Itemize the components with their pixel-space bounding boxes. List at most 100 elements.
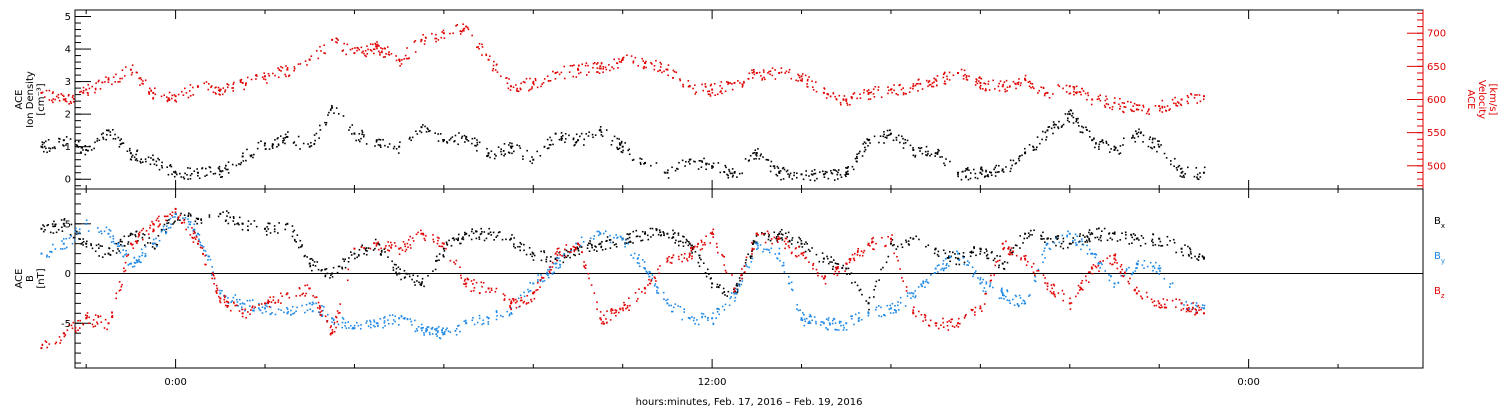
data-point xyxy=(571,65,574,67)
data-point xyxy=(688,317,691,320)
data-point xyxy=(353,252,356,255)
y-tick-label: 0 xyxy=(65,175,71,186)
data-point xyxy=(723,291,725,293)
data-point xyxy=(712,323,715,325)
data-point xyxy=(853,323,855,326)
data-point xyxy=(401,59,403,61)
data-point xyxy=(989,280,992,282)
data-point xyxy=(624,303,626,306)
data-point xyxy=(600,246,603,249)
data-point xyxy=(177,216,180,218)
data-point xyxy=(834,169,836,171)
data-point xyxy=(309,265,312,267)
data-point xyxy=(1099,99,1102,102)
data-point xyxy=(1187,253,1190,256)
data-point xyxy=(226,306,229,308)
data-point xyxy=(899,302,902,304)
data-point xyxy=(492,67,495,70)
data-point xyxy=(797,73,799,76)
data-point xyxy=(436,335,438,337)
data-point xyxy=(508,314,511,317)
data-point xyxy=(972,168,975,171)
data-point xyxy=(140,162,142,164)
data-point xyxy=(806,242,809,245)
data-point xyxy=(1157,140,1159,142)
data-point xyxy=(41,146,44,149)
data-point xyxy=(1069,308,1072,310)
data-point xyxy=(267,299,270,302)
data-point xyxy=(572,75,575,78)
data-point xyxy=(1075,92,1078,95)
data-point xyxy=(360,324,362,326)
data-point xyxy=(93,147,95,150)
data-point xyxy=(473,323,476,326)
data-point xyxy=(768,249,770,251)
data-point xyxy=(517,90,520,93)
data-point xyxy=(737,80,739,82)
data-point xyxy=(1053,293,1056,296)
data-point xyxy=(850,315,852,318)
data-point xyxy=(1098,143,1101,146)
data-point xyxy=(589,237,592,240)
data-point xyxy=(709,242,712,244)
data-point xyxy=(465,321,467,324)
data-point xyxy=(325,267,328,270)
data-point xyxy=(201,244,203,247)
data-point xyxy=(393,242,396,244)
data-point xyxy=(581,63,584,66)
data-point xyxy=(867,89,870,91)
data-point xyxy=(856,153,858,156)
data-point xyxy=(783,168,786,171)
data-point xyxy=(200,219,202,221)
data-point xyxy=(555,266,557,269)
data-point xyxy=(985,170,987,173)
data-point xyxy=(163,229,166,231)
data-point xyxy=(659,231,661,233)
data-point xyxy=(204,250,207,252)
data-point xyxy=(1149,136,1152,139)
data-point xyxy=(775,237,777,240)
data-point xyxy=(310,141,312,144)
data-point xyxy=(1046,282,1049,285)
data-point xyxy=(441,330,443,332)
data-point xyxy=(905,286,908,288)
data-point xyxy=(811,174,814,176)
data-point xyxy=(548,270,551,273)
data-point xyxy=(375,242,378,245)
data-point xyxy=(504,294,506,297)
data-point xyxy=(1047,126,1050,129)
data-point xyxy=(154,242,156,245)
data-point xyxy=(107,77,110,79)
data-point xyxy=(107,81,110,84)
data-point xyxy=(174,207,177,210)
data-point xyxy=(1175,104,1177,107)
data-point xyxy=(626,305,629,307)
data-point xyxy=(1052,283,1055,286)
data-point xyxy=(570,248,573,251)
data-point xyxy=(993,168,995,171)
data-point xyxy=(885,137,888,139)
data-point xyxy=(1130,137,1133,139)
data-point xyxy=(157,220,160,222)
y-axis-title: ACE xyxy=(14,90,25,110)
data-point xyxy=(753,248,755,250)
data-point xyxy=(1042,231,1044,234)
data-point xyxy=(692,246,695,249)
data-point xyxy=(127,264,130,266)
data-point xyxy=(335,107,338,109)
data-point xyxy=(152,154,154,157)
data-point xyxy=(475,145,477,147)
data-point xyxy=(476,321,479,324)
data-point xyxy=(979,84,982,87)
y-axis-title: Ion Density xyxy=(25,71,36,128)
data-point xyxy=(375,139,378,142)
data-point xyxy=(426,329,428,332)
data-point xyxy=(1036,136,1039,138)
data-point xyxy=(86,312,89,314)
data-point xyxy=(476,46,478,49)
data-point xyxy=(200,218,202,220)
data-point xyxy=(79,319,82,322)
data-point xyxy=(937,250,940,253)
data-point xyxy=(549,260,552,263)
